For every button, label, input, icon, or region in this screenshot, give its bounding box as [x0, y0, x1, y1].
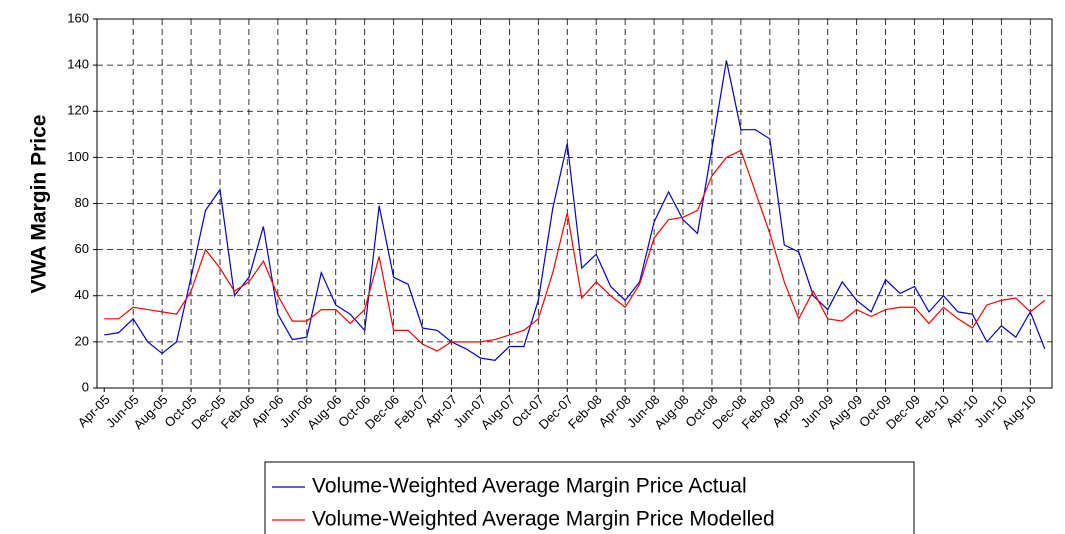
plot-frame	[96, 18, 1053, 389]
y-tick-label: 140	[67, 57, 89, 72]
legend-box	[264, 461, 915, 534]
y-tick-label: 60	[75, 241, 89, 256]
legend-label: Volume-Weighted Average Margin Price Mod…	[312, 508, 775, 531]
series-line	[104, 149, 1046, 352]
series-line	[104, 60, 1046, 361]
y-tick-label: 40	[75, 287, 89, 302]
y-tick-label: 160	[67, 10, 89, 25]
y-tick-label: 80	[75, 195, 89, 210]
y-tick-label: 100	[67, 149, 89, 164]
y-axis-label: VWA Margin Price	[28, 115, 51, 294]
y-tick-label: 0	[82, 379, 89, 394]
y-tick-label: 120	[67, 103, 89, 118]
legend-label: Volume-Weighted Average Margin Price Act…	[312, 475, 747, 498]
y-tick-label: 20	[75, 333, 89, 348]
